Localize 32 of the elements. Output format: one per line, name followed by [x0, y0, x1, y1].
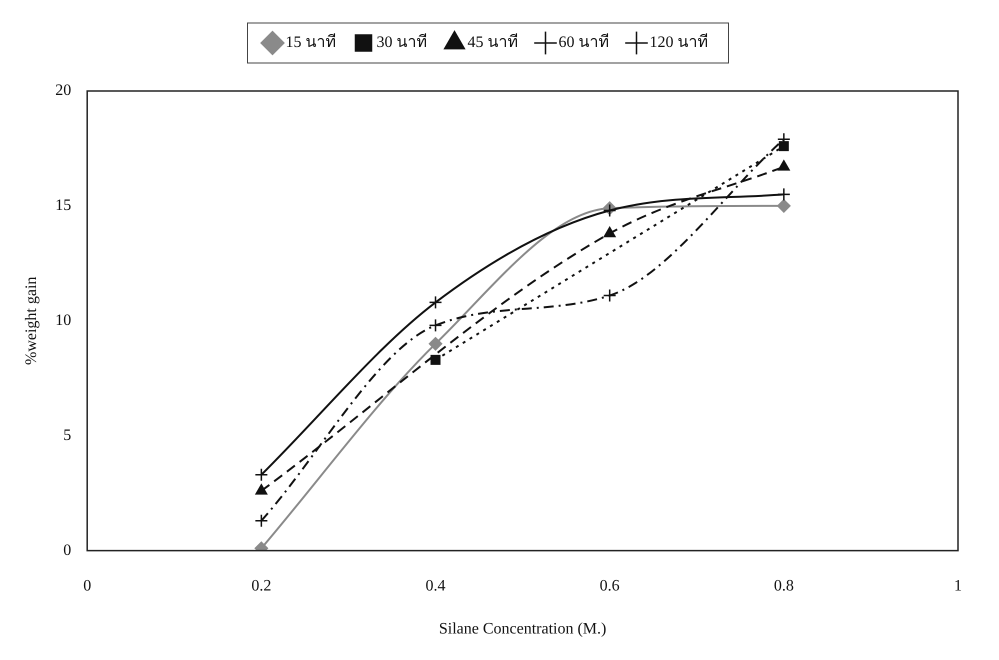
y-axis-title: %weight gain	[22, 276, 40, 366]
x-tick-label: 1	[954, 577, 962, 594]
point	[602, 288, 616, 302]
point	[254, 514, 268, 528]
x-tick-label: 0.8	[774, 577, 794, 594]
y-tick-label: 15	[55, 197, 72, 214]
legend-label: 45 นาที	[468, 33, 518, 52]
point	[254, 468, 268, 482]
y-tick-label: 20	[55, 82, 72, 100]
point	[430, 354, 441, 365]
x-tick-label: 0.2	[251, 577, 272, 594]
x-tick-label: 0	[83, 577, 92, 594]
y-tick-label: 5	[63, 426, 72, 444]
point	[428, 296, 442, 310]
legend-label: 120 นาที	[650, 33, 708, 52]
point	[604, 226, 616, 238]
point	[777, 199, 791, 213]
point	[778, 160, 790, 171]
point	[778, 141, 789, 152]
legend-label: 30 นาที	[376, 33, 428, 52]
point	[255, 484, 268, 495]
legend-label: 15 นาที	[286, 33, 336, 52]
y-tick-label: 10	[55, 312, 72, 330]
x-axis-title: Silane Concentration (M.)	[438, 620, 606, 638]
point	[777, 188, 791, 202]
x-tick-label: 0.4	[426, 577, 446, 594]
point	[428, 318, 442, 332]
point	[602, 204, 616, 218]
x-tick-label: 0.6	[600, 577, 620, 594]
y-tick-label: 0	[63, 542, 72, 559]
legend-label: 60 นาที	[558, 33, 610, 52]
point	[428, 337, 442, 351]
